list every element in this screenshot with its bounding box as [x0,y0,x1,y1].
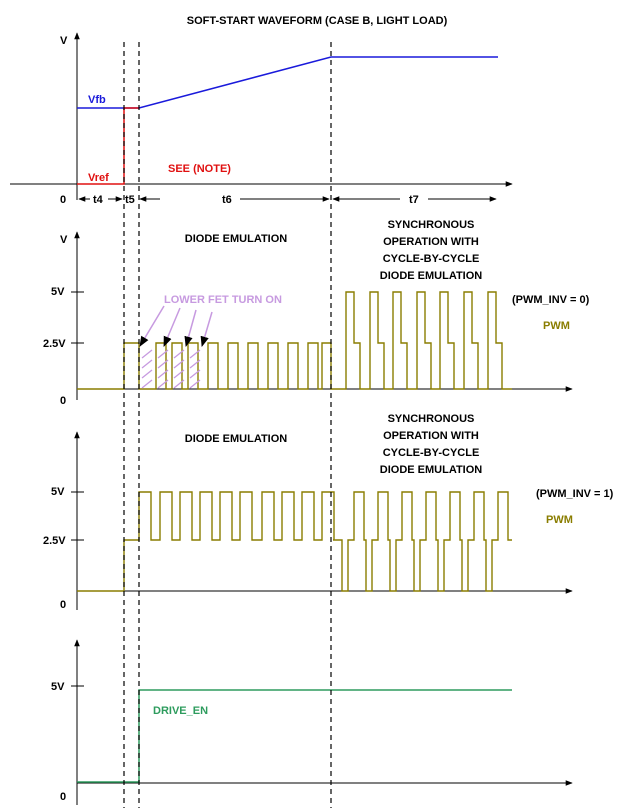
diagram-title: SOFT-START WAVEFORM (CASE B, LIGHT LOAD) [187,15,448,27]
lower-fet-arrow [200,311,213,348]
lower-fet-hatch [189,359,201,369]
t4-label: t4 [93,194,104,206]
lower-fet-hatch [157,369,169,379]
lower-fet-hatch [173,359,185,369]
panel-pwm-inv0: V 5V 2.5V 0 DIODE EMULATION SYNCHRONOUS … [43,219,590,407]
panel1-y-label: V [60,35,68,47]
lower-fet-arrow [139,305,165,347]
lower-fet-hatch [173,349,185,359]
pwm-inv0-trace [77,291,512,390]
panel4-level-5v: 5V [51,681,65,693]
panel3-diode-emulation-label: DIODE EMULATION [185,433,288,445]
drive-en-trace [77,689,512,783]
lower-fet-hatch [189,369,201,379]
lower-fet-hatch [157,359,169,369]
panel3-sync-line-1: SYNCHRONOUS [388,413,475,425]
lower-fet-turn-on-label: LOWER FET TURN ON [164,294,282,306]
panel3-level-5v: 5V [51,486,65,498]
pwm-inv1-trace [77,491,512,592]
lower-fet-arrows [139,305,213,348]
panel2-sync-line-1: SYNCHRONOUS [388,219,475,231]
panel2-level-2-5v: 2.5V [43,338,66,350]
panel3-inv-label: (PWM_INV = 1) [536,488,614,500]
lower-fet-hatch [141,359,153,369]
lower-fet-hatch [141,369,153,379]
drive-en-label: DRIVE_EN [153,705,208,717]
panel-drive-en: 5V 0 DRIVE_EN [51,639,573,805]
panel2-level-5v: 5V [51,286,65,298]
panel3-sync-line-2: OPERATION WITH [383,430,479,442]
panel3-sync-line-3: CYCLE-BY-CYCLE [383,447,480,459]
panel3-pwm-label: PWM [546,514,573,526]
lower-fet-hatch [189,379,201,389]
lower-fet-hatch [157,349,169,359]
lower-fet-hatch [141,349,153,359]
panel-pwm-inv1: 5V 2.5V 0 DIODE EMULATION SYNCHRONOUS OP… [43,413,614,611]
panel3-sync-line-4: DIODE EMULATION [380,464,483,476]
panel2-sync-line-2: OPERATION WITH [383,236,479,248]
t6-label: t6 [222,194,232,206]
panel2-pwm-label: PWM [543,320,570,332]
vfb-label: Vfb [88,94,106,106]
lower-fet-hatch [173,369,185,379]
panel1-zero-label: 0 [60,194,66,206]
panel-vfb-vref: V 0 Vfb Vref SEE (NOTE) t4 t5 t6 t7 [10,32,513,206]
vfb-trace [77,56,498,109]
panel2-sync-line-4: DIODE EMULATION [380,270,483,282]
t7-label: t7 [409,194,419,206]
panel2-sync-line-3: CYCLE-BY-CYCLE [383,253,480,265]
panel3-zero-label: 0 [60,599,66,611]
lower-fet-hatch [173,379,185,389]
panel2-y-label: V [60,234,68,246]
lower-fet-arrow [184,309,197,348]
panel2-inv-label: (PWM_INV = 0) [512,294,590,306]
vref-label: Vref [88,172,109,184]
lower-fet-hatch [157,379,169,389]
lower-fet-hatches [141,349,201,389]
panel2-diode-emulation-label: DIODE EMULATION [185,233,288,245]
lower-fet-arrow [163,307,181,347]
panel3-level-2-5v: 2.5V [43,535,66,547]
t5-label: t5 [125,194,135,206]
panel4-zero-label: 0 [60,791,66,803]
lower-fet-hatch [141,379,153,389]
panel2-zero-label: 0 [60,395,66,407]
lower-fet-hatch [189,349,201,359]
see-note-label: SEE (NOTE) [168,163,231,175]
